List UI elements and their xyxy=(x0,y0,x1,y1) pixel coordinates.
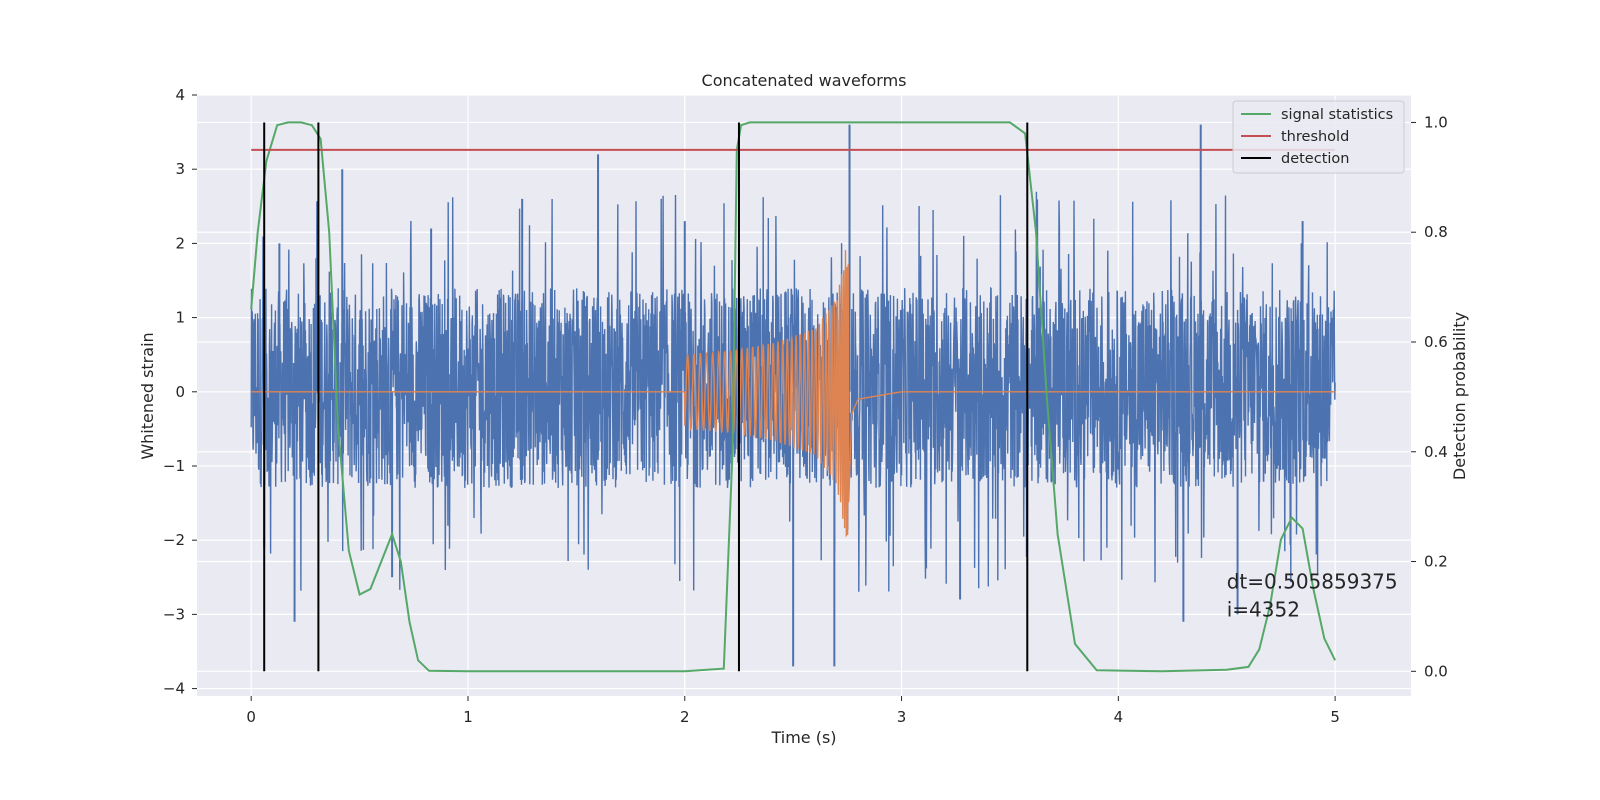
y-tick-label: 1 xyxy=(175,309,185,327)
y2-tick-label: 0.4 xyxy=(1424,443,1448,461)
annotation-line: dt=0.505859375 xyxy=(1227,569,1398,593)
legend-label: signal statistics xyxy=(1281,107,1393,123)
noise-line xyxy=(250,191,1336,592)
signal-statistics-line xyxy=(250,121,1336,673)
x-tick-label: 5 xyxy=(1330,708,1340,726)
x-tick-label: 4 xyxy=(1114,708,1124,726)
y2-tick-label: 1.0 xyxy=(1424,113,1448,131)
chirp-line xyxy=(251,250,1336,537)
x-tick-label: 1 xyxy=(463,708,473,726)
series-other xyxy=(250,121,1336,673)
y-axis-label: Whitened strain xyxy=(138,332,157,459)
legend-label: detection xyxy=(1281,151,1349,167)
y-tick-label: 0 xyxy=(175,383,185,401)
y-tick-label: −3 xyxy=(163,605,185,623)
y-tick-label: 2 xyxy=(175,234,185,252)
annotation-line: i=4352 xyxy=(1227,597,1300,621)
x-tick-label: 2 xyxy=(680,708,690,726)
x-axis-label: Time (s) xyxy=(770,728,836,747)
legend: signal statistics threshold detection xyxy=(1232,100,1405,174)
x-tick-label: 0 xyxy=(246,708,256,726)
series-chirp xyxy=(251,250,1336,537)
y-tick-label: −2 xyxy=(163,531,185,549)
y2-tick-label: 0.8 xyxy=(1424,223,1448,241)
y-tick-label: 3 xyxy=(175,160,185,178)
legend-label: threshold xyxy=(1281,129,1349,145)
y2-tick-label: 0.0 xyxy=(1424,662,1448,680)
y2-tick-label: 0.2 xyxy=(1424,553,1448,571)
x-tick-label: 3 xyxy=(897,708,907,726)
series-noise xyxy=(250,124,1336,667)
y-tick-label: −1 xyxy=(163,457,185,475)
y-tick-label: 4 xyxy=(175,86,185,104)
chart-title: Concatenated waveforms xyxy=(702,71,907,90)
ticks: 0 1 2 3 4 5 −4 −3 −2 −1 0 1 2 3 4 0.0 0.2 0.4 0.6 0.8 1.0 xyxy=(163,86,1448,726)
legend-box xyxy=(1232,100,1405,174)
y2-tick-label: 0.6 xyxy=(1424,333,1448,351)
annotation: dt=0.505859375 i=4352 xyxy=(1227,569,1398,621)
y2-axis-label: Detection probability xyxy=(1450,312,1469,480)
y-tick-label: −4 xyxy=(163,680,185,698)
